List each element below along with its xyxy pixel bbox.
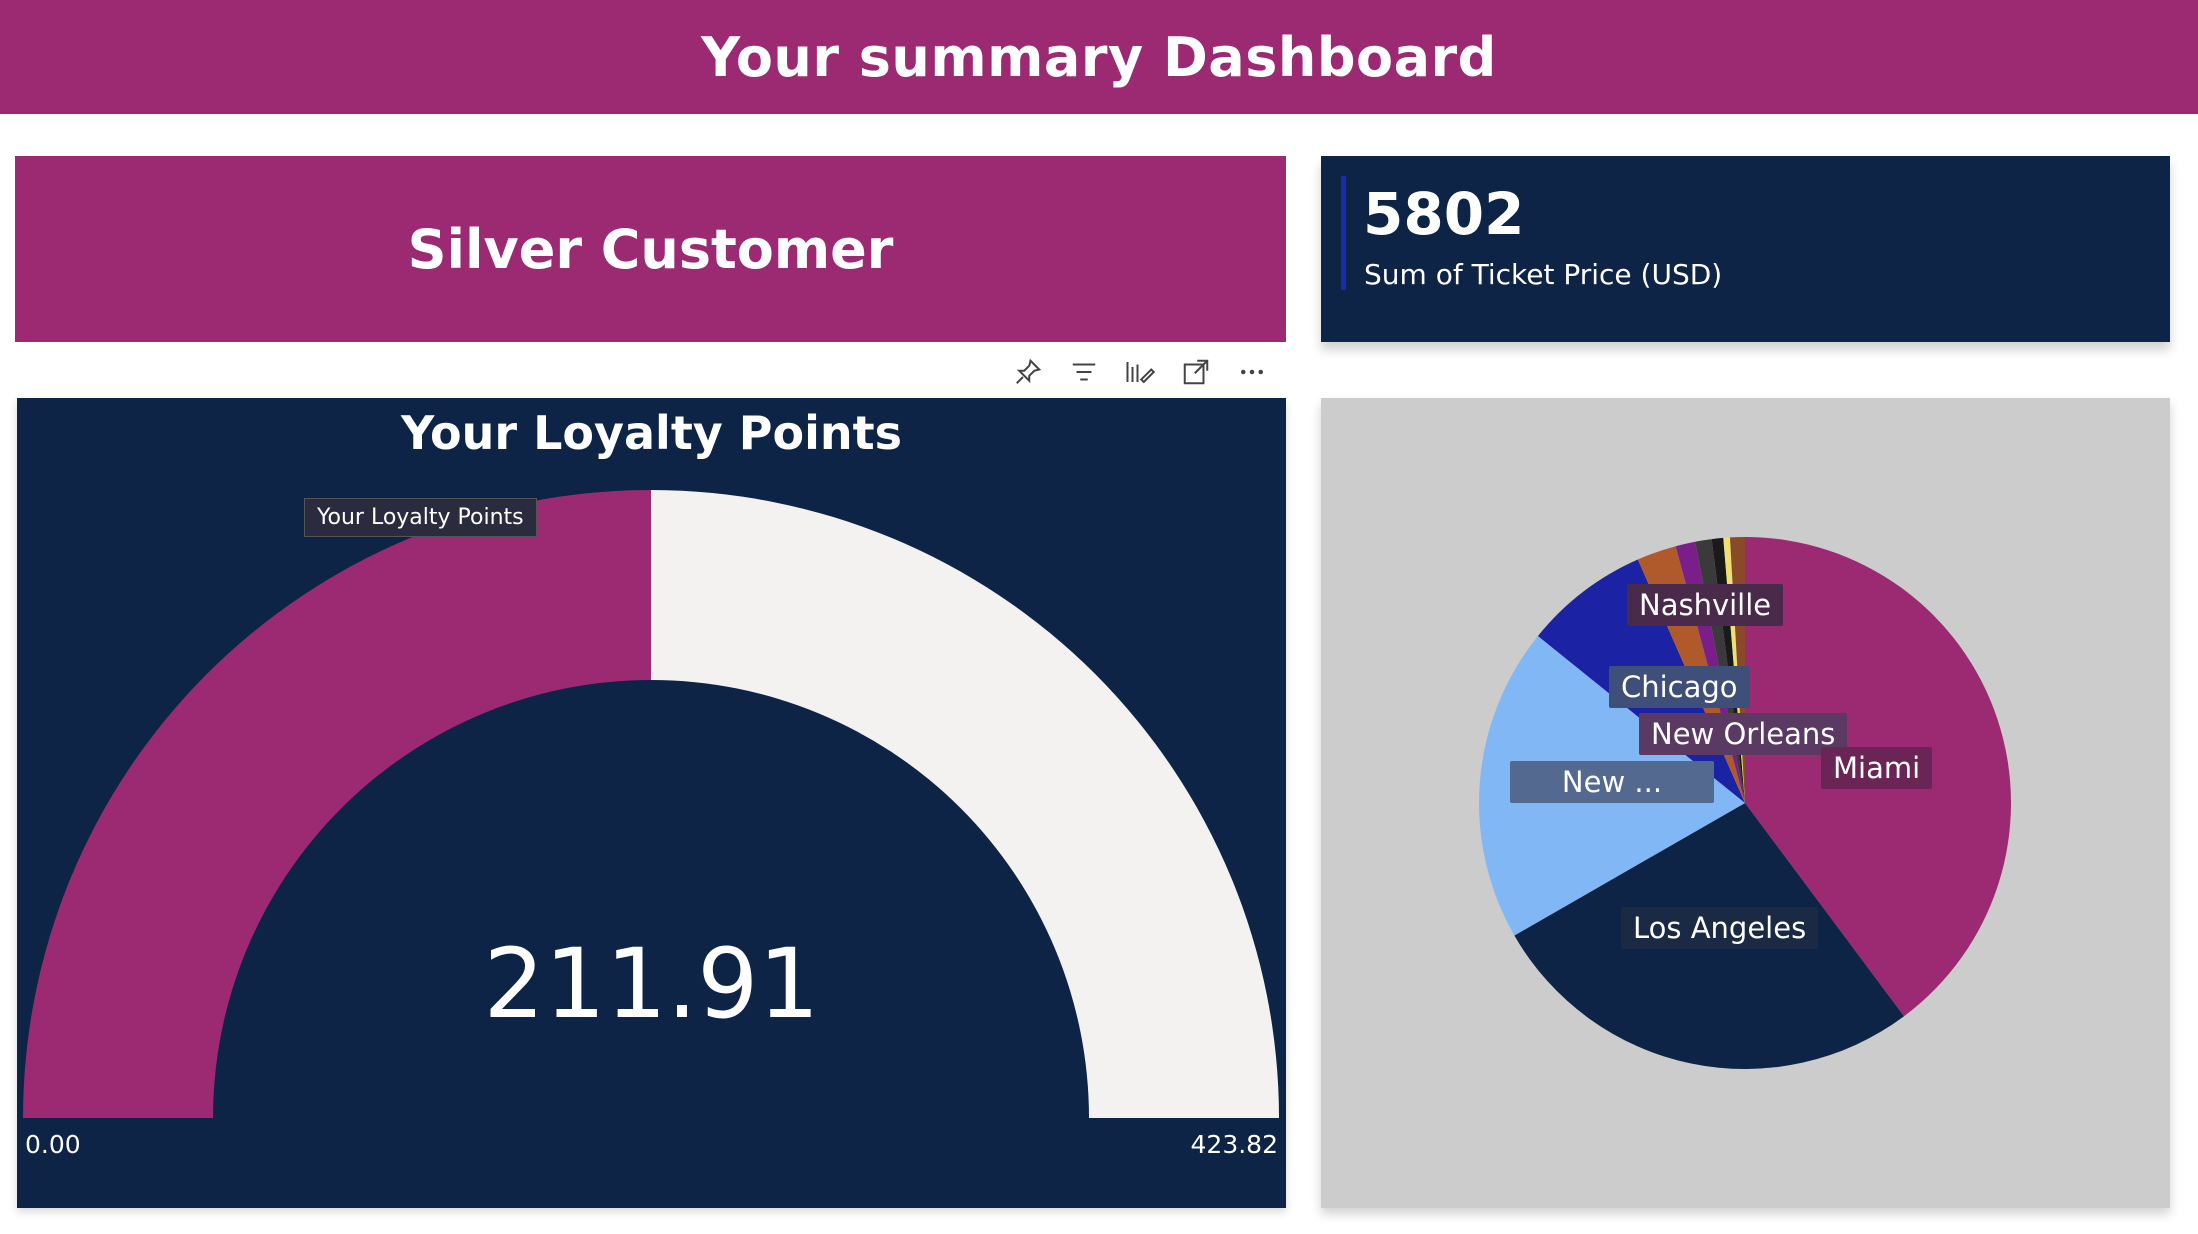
gauge-track <box>651 490 1279 1118</box>
customer-tier-card[interactable]: Silver Customer <box>15 156 1286 342</box>
card-accent-bar <box>1341 176 1346 290</box>
kpi-label: Sum of Ticket Price (USD) <box>1364 258 1723 291</box>
ticket-price-card[interactable]: 5802 Sum of Ticket Price (USD) <box>1321 156 2170 342</box>
more-options-icon[interactable] <box>1234 354 1270 390</box>
pie-label-new-orleans: New Orleans <box>1639 713 1848 755</box>
gauge-value: 211.91 <box>483 928 820 1040</box>
gauge-chart <box>23 490 1279 1118</box>
pie-chart <box>1479 537 2011 1069</box>
customer-tier-label: Silver Customer <box>407 217 894 281</box>
pin-icon[interactable] <box>1010 354 1046 390</box>
gauge-title: Your Loyalty Points <box>400 406 903 460</box>
dashboard-header: Your summary Dashboard <box>0 0 2198 114</box>
loyalty-points-gauge-card[interactable]: Your Loyalty Points 211.91 0.00 423.82 Y… <box>17 398 1286 1208</box>
pie-label-new-york: New ... <box>1510 761 1714 803</box>
visual-header-toolbar <box>1010 352 1270 392</box>
kpi-value: 5802 <box>1363 180 1525 248</box>
gauge-max-label: 423.82 <box>1190 1130 1278 1159</box>
gauge-tooltip: Your Loyalty Points <box>304 498 537 537</box>
pie-label-chicago: Chicago <box>1609 666 1750 708</box>
pie-label-los-angeles: Los Angeles <box>1621 907 1819 949</box>
format-visual-icon[interactable] <box>1122 354 1158 390</box>
pie-label-nashville: Nashville <box>1627 584 1784 626</box>
city-pie-chart-card[interactable]: Nashville Chicago New Orleans Miami New … <box>1321 398 2170 1208</box>
gauge-min-label: 0.00 <box>25 1130 81 1159</box>
focus-mode-icon[interactable] <box>1178 354 1214 390</box>
filter-icon[interactable] <box>1066 354 1102 390</box>
page-title: Your summary Dashboard <box>701 25 1497 89</box>
gauge-fill[interactable] <box>23 490 651 1118</box>
pie-label-miami: Miami <box>1821 747 1933 789</box>
